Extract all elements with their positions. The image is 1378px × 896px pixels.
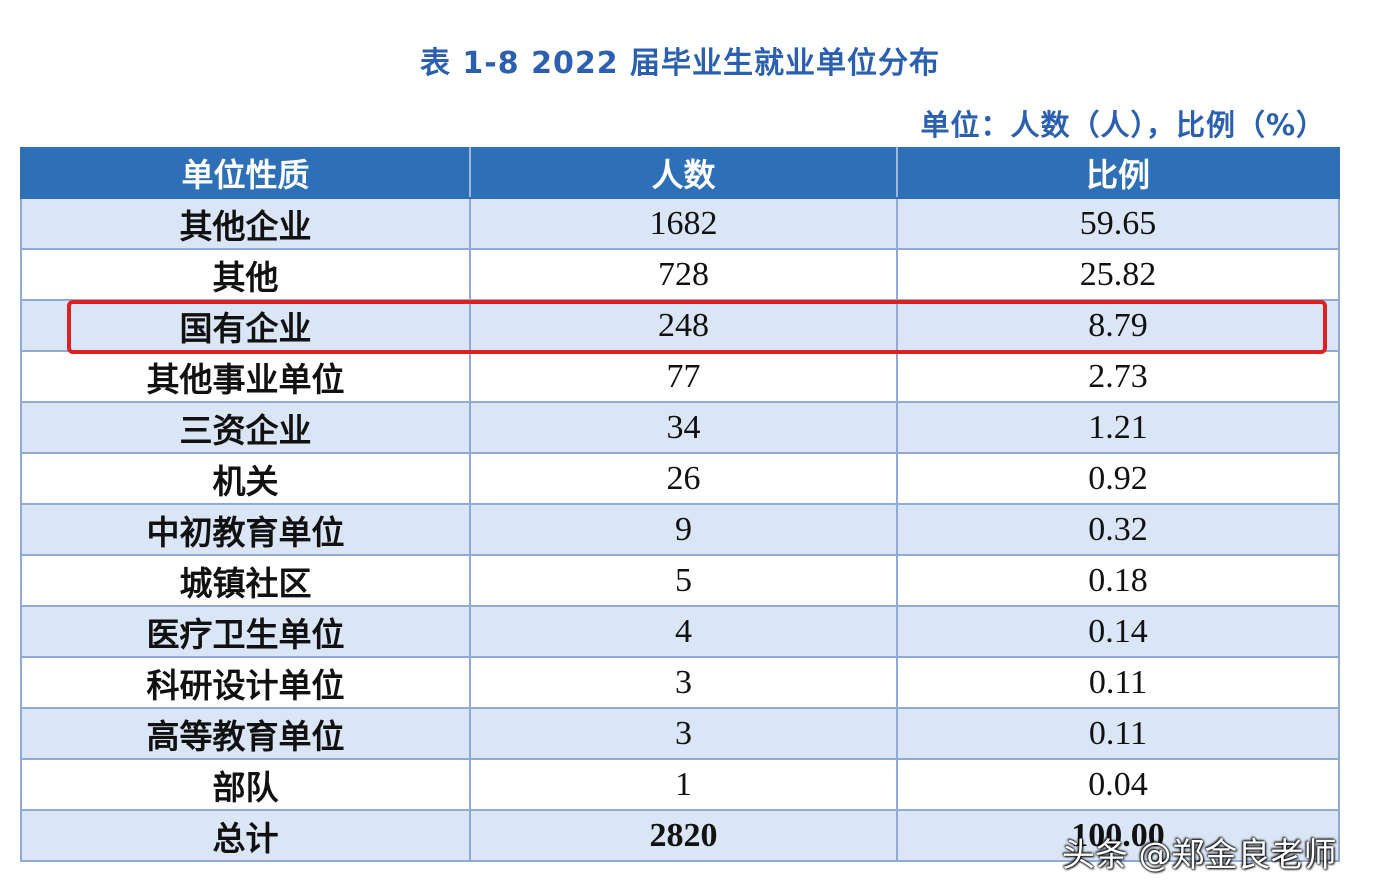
- ratio-cell: 0.14: [896, 605, 1340, 658]
- unit-type-cell: 其他事业单位: [20, 350, 471, 403]
- table-row: 中初教育单位 9 0.32: [20, 503, 1340, 556]
- count-cell: 248: [469, 299, 898, 352]
- ratio-cell: 0.04: [896, 758, 1340, 811]
- count-cell: 26: [469, 452, 898, 505]
- total-ratio-cell: 100.00: [896, 809, 1340, 862]
- table-row-highlighted: 国有企业 248 8.79: [20, 299, 1340, 352]
- unit-type-cell: 高等教育单位: [20, 707, 471, 760]
- table-row: 其他事业单位 77 2.73: [20, 350, 1340, 403]
- ratio-cell: 0.92: [896, 452, 1340, 505]
- unit-type-cell: 城镇社区: [20, 554, 471, 607]
- unit-type-cell: 科研设计单位: [20, 656, 471, 709]
- unit-type-cell: 其他: [20, 248, 471, 301]
- unit-type-cell: 其他企业: [20, 197, 471, 250]
- table-row: 科研设计单位 3 0.11: [20, 656, 1340, 709]
- ratio-cell: 0.32: [896, 503, 1340, 556]
- unit-type-cell: 医疗卫生单位: [20, 605, 471, 658]
- unit-type-cell: 三资企业: [20, 401, 471, 454]
- table-row: 高等教育单位 3 0.11: [20, 707, 1340, 760]
- employment-distribution-table: 单位性质 人数 比例 其他企业 1682 59.65 其他 728 25.82 …: [20, 147, 1340, 862]
- table-row: 城镇社区 5 0.18: [20, 554, 1340, 607]
- count-cell: 3: [469, 707, 898, 760]
- table-row: 机关 26 0.92: [20, 452, 1340, 505]
- ratio-cell: 0.11: [896, 656, 1340, 709]
- table-row: 部队 1 0.04: [20, 758, 1340, 811]
- table-header-row: 单位性质 人数 比例: [20, 147, 1340, 199]
- count-cell: 1682: [469, 197, 898, 250]
- table-row: 医疗卫生单位 4 0.14: [20, 605, 1340, 658]
- count-cell: 5: [469, 554, 898, 607]
- watermark: 头条 @郑金良老师: [1062, 835, 1337, 874]
- total-count-cell: 2820: [469, 809, 898, 862]
- count-cell: 77: [469, 350, 898, 403]
- ratio-cell: 59.65: [896, 197, 1340, 250]
- unit-note: 单位：人数（人），比例（%）: [920, 108, 1326, 142]
- count-cell: 34: [469, 401, 898, 454]
- count-cell: 4: [469, 605, 898, 658]
- ratio-cell: 0.11: [896, 707, 1340, 760]
- unit-type-cell: 国有企业: [20, 299, 471, 352]
- header-count: 人数: [469, 147, 898, 199]
- table-row: 其他 728 25.82: [20, 248, 1340, 301]
- ratio-cell: 0.18: [896, 554, 1340, 607]
- count-cell: 3: [469, 656, 898, 709]
- ratio-cell: 25.82: [896, 248, 1340, 301]
- count-cell: 1: [469, 758, 898, 811]
- table-row: 三资企业 34 1.21: [20, 401, 1340, 454]
- table-title: 表 1-8 2022 届毕业生就业单位分布: [419, 46, 941, 81]
- total-label-cell: 总计: [20, 809, 471, 862]
- ratio-cell: 2.73: [896, 350, 1340, 403]
- count-cell: 9: [469, 503, 898, 556]
- count-cell: 728: [469, 248, 898, 301]
- unit-type-cell: 中初教育单位: [20, 503, 471, 556]
- table-total-row: 总计 2820 100.00: [20, 809, 1340, 862]
- table-row: 其他企业 1682 59.65: [20, 197, 1340, 250]
- unit-type-cell: 部队: [20, 758, 471, 811]
- header-unit-type: 单位性质: [20, 147, 471, 199]
- ratio-cell: 1.21: [896, 401, 1340, 454]
- unit-type-cell: 机关: [20, 452, 471, 505]
- ratio-cell: 8.79: [896, 299, 1340, 352]
- header-ratio: 比例: [896, 147, 1340, 199]
